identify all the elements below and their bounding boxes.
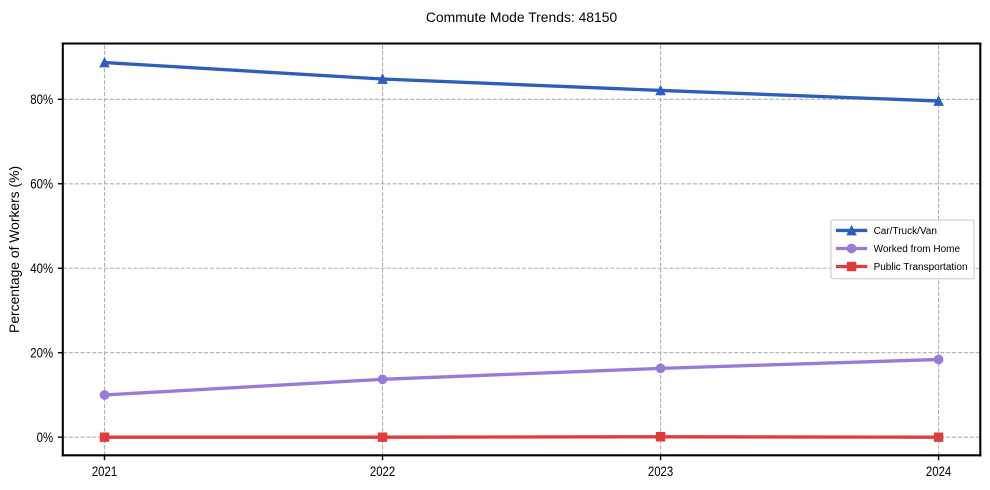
- svg-text:Percentage of Workers (%): Percentage of Workers (%): [6, 166, 22, 333]
- svg-text:2023: 2023: [648, 463, 674, 479]
- svg-text:Car/Truck/Van: Car/Truck/Van: [874, 226, 937, 237]
- svg-text:20%: 20%: [30, 344, 53, 360]
- svg-text:Commute Mode Trends: 48150: Commute Mode Trends: 48150: [426, 9, 618, 25]
- svg-text:2024: 2024: [926, 463, 952, 479]
- svg-text:Public Transportation: Public Transportation: [874, 262, 968, 273]
- svg-text:80%: 80%: [30, 91, 53, 107]
- svg-text:0%: 0%: [37, 429, 53, 445]
- svg-text:40%: 40%: [30, 260, 53, 276]
- svg-text:60%: 60%: [30, 175, 53, 191]
- svg-text:2021: 2021: [92, 463, 118, 479]
- svg-text:Worked from Home: Worked from Home: [874, 244, 961, 255]
- svg-text:2022: 2022: [370, 463, 396, 479]
